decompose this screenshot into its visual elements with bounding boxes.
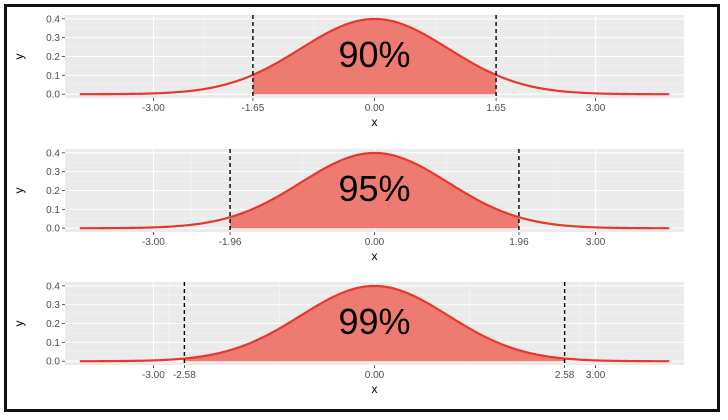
y-tick-label: 0.4 [46, 14, 60, 25]
y-tick-label: 0.3 [46, 33, 60, 44]
y-tick-label: 0.3 [46, 167, 60, 178]
y-axis-title: y [12, 188, 26, 194]
x-tick-label: -1.65 [242, 103, 265, 114]
chart-panel-2: 95% 0.0 0.1 0.2 0.3 0.4 -3.00 -1.96 0.00 1.96 3.00… [12, 148, 684, 263]
y-tick-label: 0.2 [46, 186, 60, 197]
x-tick-label: 0.00 [365, 237, 385, 248]
x-tick-label: 3.00 [586, 237, 606, 248]
x-tick-label: -3.00 [142, 370, 165, 381]
coverage-label: 99% [338, 301, 410, 342]
shaded-interval-area [184, 285, 565, 362]
chart-panel-1: 90% 0.0 0.1 0.2 0.3 0.4 -3.00 -1.65 0.00 1.65 3.00… [12, 14, 684, 129]
x-tick-label: -3.00 [142, 103, 165, 114]
y-tick-label: 0.2 [46, 319, 60, 330]
y-tick-label: 0.0 [46, 90, 60, 101]
x-tick-label: 1.96 [509, 237, 529, 248]
coverage-label: 90% [338, 34, 410, 75]
x-axis-title: x [372, 382, 378, 396]
x-tick-label: -3.00 [142, 237, 165, 248]
y-tick-label: 0.0 [46, 357, 60, 368]
x-tick-label: 1.65 [486, 103, 506, 114]
shaded-interval-area [252, 18, 497, 95]
figure-frame: 90% 0.0 0.1 0.2 0.3 0.4 -3.00 -1.65 0.00 1.65 3.00… [4, 4, 720, 412]
x-axis-title: x [372, 249, 378, 263]
y-tick-label: 0.0 [46, 224, 60, 235]
x-axis-title: x [372, 115, 378, 129]
density-curve [79, 151, 670, 230]
x-tick-label: -1.96 [219, 237, 242, 248]
y-tick-label: 0.2 [46, 52, 60, 63]
y-axis-title: y [12, 321, 26, 327]
density-curve [79, 284, 670, 363]
y-tick-label: 0.1 [46, 205, 60, 216]
confidence-interval-charts: 90% 0.0 0.1 0.2 0.3 0.4 -3.00 -1.65 0.00 1.65 3.00… [12, 14, 684, 396]
x-tick-label: 3.00 [586, 370, 606, 381]
x-tick-label: -2.58 [173, 370, 196, 381]
x-tick-label: 3.00 [586, 103, 606, 114]
x-tick-label: 0.00 [365, 370, 385, 381]
y-tick-label: 0.4 [46, 148, 60, 159]
y-tick-label: 0.3 [46, 300, 60, 311]
shaded-interval-area [230, 152, 519, 229]
chart-panel-3: 99% 0.0 0.1 0.2 0.3 0.4 -3.00 -2.58 0.00 2.58 3.00… [12, 281, 684, 396]
y-tick-label: 0.1 [46, 338, 60, 349]
x-tick-label: 0.00 [365, 103, 385, 114]
coverage-label: 95% [338, 168, 410, 209]
density-curve [79, 17, 670, 96]
y-tick-label: 0.1 [46, 71, 60, 82]
x-tick-label: 2.58 [555, 370, 575, 381]
y-axis-title: y [12, 54, 26, 60]
y-tick-label: 0.4 [46, 281, 60, 292]
